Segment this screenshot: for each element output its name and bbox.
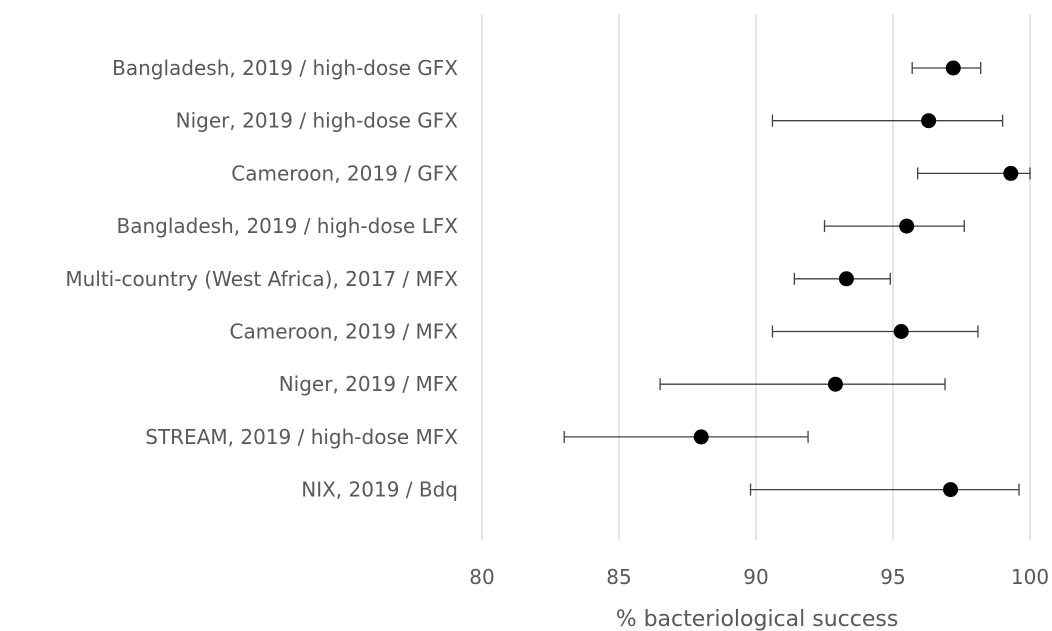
data-point <box>921 113 937 129</box>
gridlines <box>481 14 1031 540</box>
data-point <box>827 376 843 392</box>
category-label: Bangladesh, 2019 / high-dose GFX <box>112 56 458 80</box>
x-tick-label: 95 <box>880 565 905 589</box>
error-bar <box>771 114 1004 127</box>
error-bar <box>771 325 979 338</box>
category-label: Niger, 2019 / MFX <box>279 372 459 396</box>
error-bars <box>563 62 1031 496</box>
data-point <box>943 482 959 498</box>
data-point <box>893 324 909 339</box>
category-label: Bangladesh, 2019 / high-dose LFX <box>116 214 458 238</box>
category-label: NIX, 2019 / Bdq <box>301 478 458 502</box>
error-bar <box>563 430 809 443</box>
error-bar <box>823 220 965 233</box>
data-point <box>838 271 854 287</box>
x-tick-label: 85 <box>606 565 631 589</box>
x-tick-label: 80 <box>469 565 494 589</box>
x-tick-label: 100 <box>1011 565 1049 589</box>
data-points <box>693 60 1019 498</box>
x-tick-labels: 80 85 90 95 100 <box>469 565 1049 589</box>
x-tick-label: 90 <box>743 565 768 589</box>
category-labels: Bangladesh, 2019 / high-dose GFX Niger, 2… <box>65 56 458 502</box>
data-point <box>693 429 709 445</box>
error-bar <box>749 483 1020 496</box>
data-point <box>899 218 915 234</box>
category-label: Niger, 2019 / high-dose GFX <box>176 109 459 133</box>
category-label: Cameroon, 2019 / MFX <box>230 320 459 344</box>
data-point <box>945 60 961 76</box>
x-axis-title: % bacteriological success <box>616 607 899 631</box>
category-label: Cameroon, 2019 / GFX <box>231 161 458 185</box>
data-point <box>1003 165 1019 181</box>
error-bar <box>659 378 946 391</box>
category-label: Multi-country (West Africa), 2017 / MFX <box>65 267 458 291</box>
category-label: STREAM, 2019 / high-dose MFX <box>145 425 458 449</box>
